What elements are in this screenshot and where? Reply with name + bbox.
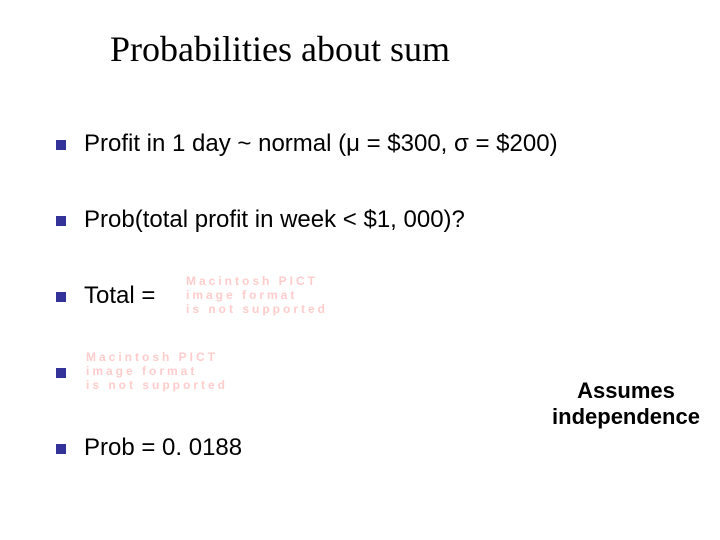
pict-placeholder: Macintosh PICT image format is not suppo… [86, 350, 228, 392]
bullet-square-icon [56, 444, 66, 454]
bullet-square-icon [56, 368, 66, 378]
bullet-row: Prob = 0. 0188 [56, 434, 676, 510]
slide: Probabilities about sum Profit in 1 day … [0, 0, 720, 540]
bullet-row: Total = Macintosh PICT image format is n… [56, 282, 676, 358]
bullet-text: Prob(total profit in week < $1, 000)? [84, 206, 465, 234]
bullet-text: Profit in 1 day ~ normal (μ = $300, σ = … [84, 130, 558, 158]
assumption-note: Assumes independence [546, 378, 706, 430]
slide-title: Probabilities about sum [110, 28, 450, 70]
bullet-square-icon [56, 292, 66, 302]
bullet-text: Total = [84, 282, 155, 310]
note-line: Assumes [577, 378, 675, 403]
note-line: independence [552, 404, 700, 429]
bullet-text: Prob = 0. 0188 [84, 434, 242, 462]
bullet-list: Profit in 1 day ~ normal (μ = $300, σ = … [56, 130, 676, 510]
bullet-square-icon [56, 216, 66, 226]
bullet-row: Prob(total profit in week < $1, 000)? [56, 206, 676, 282]
pict-placeholder: Macintosh PICT image format is not suppo… [186, 274, 328, 316]
bullet-square-icon [56, 140, 66, 150]
bullet-row: Profit in 1 day ~ normal (μ = $300, σ = … [56, 130, 676, 206]
